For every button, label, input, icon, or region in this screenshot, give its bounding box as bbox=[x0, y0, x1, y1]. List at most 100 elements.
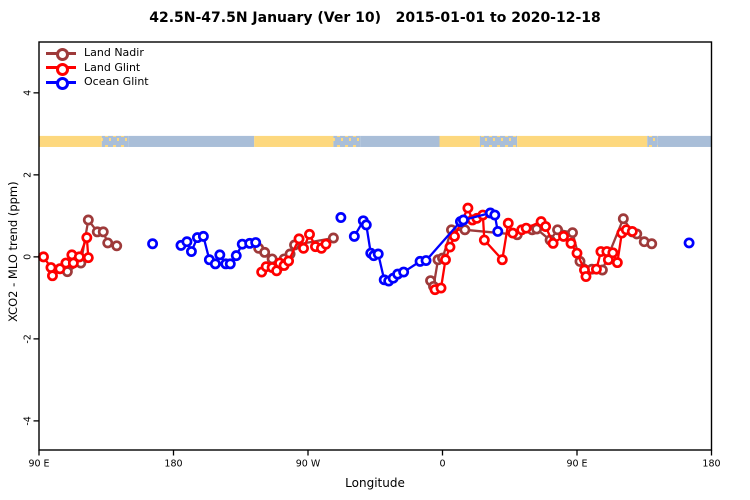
data-point bbox=[181, 236, 193, 248]
y-tick-label: 4 bbox=[23, 90, 34, 96]
data-point bbox=[102, 237, 114, 249]
data-point bbox=[626, 225, 638, 237]
data-point bbox=[489, 209, 501, 221]
data-point bbox=[320, 238, 332, 250]
data-point bbox=[457, 214, 469, 226]
series-land-glint bbox=[38, 202, 638, 296]
plot-border bbox=[38, 41, 713, 451]
x-tick-label: 0 bbox=[439, 459, 445, 470]
map-strip-segment-ocean bbox=[657, 135, 712, 147]
legend-marker-icon bbox=[46, 62, 76, 76]
legend-item-land-nadir: Land Nadir bbox=[46, 46, 149, 62]
data-point bbox=[97, 226, 109, 238]
map-strip-segment-ocean bbox=[128, 135, 255, 147]
data-point bbox=[111, 240, 123, 252]
data-point bbox=[304, 228, 315, 240]
x-tick-label: 90 W bbox=[296, 459, 321, 470]
data-point bbox=[435, 282, 447, 294]
data-point bbox=[335, 212, 347, 223]
data-point bbox=[449, 230, 460, 242]
data-point bbox=[293, 233, 305, 245]
map-strip-segment-ocean bbox=[360, 135, 440, 147]
data-point bbox=[185, 246, 197, 257]
data-point bbox=[520, 222, 532, 234]
data-point bbox=[571, 247, 583, 259]
data-point bbox=[531, 223, 543, 235]
legend-label: Land Glint bbox=[84, 60, 141, 74]
data-point bbox=[496, 254, 508, 266]
legend-item-ocean-glint: Ocean Glint bbox=[46, 75, 149, 91]
data-point bbox=[360, 219, 372, 231]
data-point bbox=[611, 257, 623, 269]
data-point bbox=[683, 237, 695, 249]
data-point bbox=[558, 230, 570, 242]
data-point bbox=[552, 224, 564, 236]
map-strip-segment-mixed bbox=[333, 135, 361, 147]
data-point bbox=[214, 249, 226, 261]
map-strip-segment-mixed bbox=[479, 135, 518, 147]
data-point bbox=[283, 255, 295, 267]
data-point bbox=[224, 258, 236, 270]
data-point bbox=[327, 232, 339, 244]
data-point bbox=[81, 232, 93, 244]
data-point bbox=[82, 214, 94, 226]
data-point bbox=[547, 237, 559, 249]
data-point bbox=[298, 242, 309, 254]
map-strip-segment-land bbox=[254, 135, 334, 147]
y-axis: -4 -2 0 2 4 bbox=[23, 90, 39, 426]
y-tick-label: -2 bbox=[23, 334, 34, 343]
data-point bbox=[478, 234, 490, 246]
x-tick-label: 90 E bbox=[28, 459, 49, 470]
legend-label: Ocean Glint bbox=[84, 75, 149, 88]
y-axis-label: XCO2 - MLO trend (ppm) bbox=[6, 181, 20, 322]
map-strip-segment-land bbox=[517, 135, 648, 147]
map-strip-segment-land bbox=[439, 135, 480, 147]
data-point bbox=[444, 241, 456, 253]
data-point bbox=[617, 213, 629, 225]
data-point bbox=[580, 271, 592, 282]
data-point bbox=[47, 270, 58, 282]
data-point bbox=[440, 254, 451, 266]
data-point bbox=[372, 248, 384, 260]
map-strip-segment-land bbox=[39, 135, 102, 147]
data-point bbox=[230, 250, 242, 262]
series-ocean-glint bbox=[147, 207, 695, 287]
data-point bbox=[250, 237, 262, 248]
data-point bbox=[565, 237, 577, 249]
data-point bbox=[459, 224, 471, 236]
data-point bbox=[540, 221, 552, 232]
data-point bbox=[398, 266, 410, 278]
data-point bbox=[646, 238, 658, 250]
data-point bbox=[348, 230, 360, 242]
data-point bbox=[462, 202, 474, 214]
map-strip-segment-mixed bbox=[647, 135, 658, 147]
y-tick-label: -4 bbox=[23, 416, 34, 425]
data-point bbox=[197, 230, 209, 242]
data-point bbox=[567, 227, 578, 239]
data-point bbox=[507, 227, 519, 239]
data-point bbox=[45, 262, 57, 273]
data-point bbox=[147, 238, 159, 250]
y-tick-label: 0 bbox=[23, 254, 34, 260]
legend-item-land-glint: Land Glint bbox=[46, 61, 149, 76]
y-tick-label: 2 bbox=[23, 172, 34, 178]
data-point bbox=[590, 263, 602, 275]
legend-label: Land Nadir bbox=[84, 46, 144, 59]
x-tick-label: 90 E bbox=[566, 459, 587, 470]
data-point bbox=[502, 217, 514, 229]
data-point bbox=[82, 252, 94, 264]
legend-marker-icon bbox=[46, 77, 76, 91]
data-point bbox=[492, 225, 504, 237]
data-point bbox=[607, 247, 619, 259]
x-axis-label: Longitude bbox=[345, 476, 405, 490]
legend-marker-icon bbox=[46, 48, 76, 62]
x-axis: 90 E 180 90 W 0 90 E 180 bbox=[28, 450, 721, 470]
x-tick-label: 180 bbox=[164, 459, 182, 470]
chart-title: 42.5N-47.5N January (Ver 10) 2015-01-01 … bbox=[149, 10, 601, 26]
data-point bbox=[259, 246, 271, 258]
data-point bbox=[73, 251, 85, 263]
world-map-strip bbox=[39, 135, 712, 147]
map-strip-segment-mixed bbox=[101, 135, 129, 147]
